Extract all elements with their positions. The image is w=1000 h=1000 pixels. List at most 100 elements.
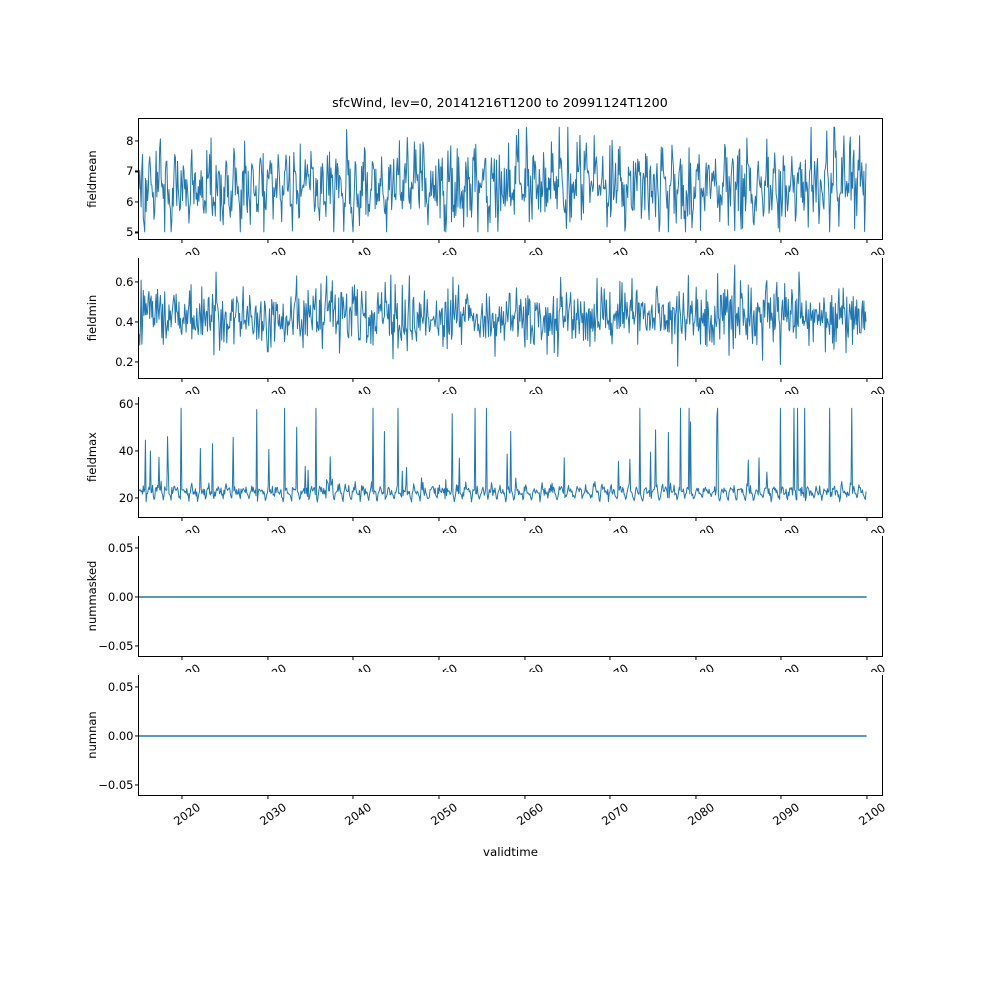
x-tick-mark [181, 517, 183, 521]
x-tick-mark [866, 795, 868, 799]
y-tick-label: 0.4 [115, 315, 134, 329]
subplot-fieldmean: fieldmean5678202020302040205020602070208… [85, 118, 888, 272]
y-tick-label: 6 [126, 194, 134, 209]
x-tick-mark [609, 378, 611, 382]
x-tick-mark [181, 656, 183, 660]
x-tick-mark [352, 378, 354, 382]
x-tick-mark [438, 517, 440, 521]
y-tick-label: 0.05 [107, 541, 134, 556]
series-line-fieldmax [139, 407, 867, 503]
y-axis-label-fieldmax: fieldmax [85, 432, 99, 482]
x-tick-mark [523, 378, 526, 382]
x-tick-mark [267, 378, 269, 382]
subplot-label-clip [0, 255, 1000, 258]
y-tick-label: 20 [118, 490, 134, 505]
x-tick-label: 2070 [599, 800, 632, 829]
series-line-fieldmean [139, 126, 867, 233]
y-tick-mark [135, 403, 139, 405]
x-tick-mark [352, 795, 354, 799]
subplot-fieldmin: fieldmin0.20.40.620202030204020502060207… [85, 257, 888, 411]
x-tick-mark [352, 517, 354, 521]
y-tick-mark [135, 497, 139, 499]
y-tick-mark [135, 170, 139, 172]
y-tick-mark [135, 686, 139, 688]
subplot-label-clip [0, 533, 1000, 536]
plot-surface-fieldmean [139, 119, 882, 239]
y-tick-label: 0.6 [115, 275, 134, 289]
plot-surface-fieldmax [139, 397, 882, 517]
y-axis-label-fieldmean: fieldmean [85, 150, 99, 208]
x-tick-mark [780, 795, 782, 799]
y-tick-mark [135, 784, 139, 786]
y-tick-label: 5 [126, 225, 134, 240]
y-tick-label: 0.00 [107, 729, 134, 743]
plot-surface-numnan [139, 675, 882, 795]
x-tick-mark [267, 517, 269, 521]
x-tick-label: 2030 [256, 800, 289, 829]
y-tick-mark [135, 735, 139, 737]
x-tick-label: 2050 [427, 800, 460, 829]
x-tick-mark [352, 656, 354, 660]
x-tick-mark [695, 517, 697, 521]
x-tick-mark [780, 656, 782, 660]
x-axis-label: validtime [483, 845, 538, 859]
x-tick-mark [695, 378, 697, 382]
x-tick-label: 2100 [855, 800, 888, 829]
y-axis-label-nummasked: nummasked [85, 560, 99, 632]
x-tick-mark [523, 656, 526, 660]
y-tick-mark [135, 361, 139, 363]
y-tick-mark [135, 281, 139, 283]
x-tick-mark [352, 239, 354, 243]
x-tick-mark [523, 239, 526, 243]
y-tick-mark [135, 201, 139, 203]
x-tick-mark [438, 795, 440, 799]
y-tick-label: 0.00 [107, 590, 134, 604]
series-line-fieldmin [139, 264, 867, 367]
y-tick-label: 40 [118, 443, 134, 458]
series-line-nummasked [139, 596, 867, 598]
x-tick-mark [523, 517, 526, 521]
x-tick-mark [267, 239, 269, 243]
x-tick-mark [866, 656, 868, 660]
plot-surface-nummasked [139, 536, 882, 656]
y-tick-mark [135, 450, 139, 452]
x-tick-mark [780, 378, 782, 382]
subplot-nummasked: nummasked−0.050.000.05202020302040205020… [85, 535, 888, 689]
y-tick-label: 0.05 [107, 680, 134, 695]
x-tick-mark [780, 517, 782, 521]
subplot-label-clip [0, 672, 1000, 675]
x-tick-mark [780, 239, 782, 243]
y-tick-label: 8 [126, 133, 134, 148]
y-axis-label-fieldmin: fieldmin [85, 294, 99, 342]
y-tick-label: 0.2 [115, 355, 134, 369]
x-tick-mark [866, 239, 868, 243]
x-tick-mark [523, 795, 526, 799]
x-tick-mark [438, 239, 440, 243]
x-tick-mark [267, 795, 269, 799]
x-tick-label: 2040 [342, 800, 375, 829]
x-tick-label: 2080 [684, 800, 717, 829]
x-tick-mark [866, 378, 868, 382]
x-tick-mark [267, 656, 269, 660]
x-tick-mark [695, 795, 697, 799]
y-axis-label-numnan: numnan [85, 711, 99, 759]
x-tick-mark [695, 239, 697, 243]
subplot-numnan: numnan −0.05 0.00 0.05 2020 2030 2040 2050 2060 2… [85, 674, 888, 828]
y-tick-label: 60 [118, 397, 134, 412]
y-tick-label: 7 [126, 164, 134, 179]
x-tick-label: 2020 [171, 800, 204, 829]
x-tick-mark [438, 656, 440, 660]
y-tick-mark [135, 547, 139, 549]
x-tick-label: 2060 [513, 800, 546, 829]
y-tick-mark [135, 140, 139, 142]
x-tick-mark [181, 795, 183, 799]
figure-title: sfcWind, lev=0, 20141216T1200 to 2099112… [332, 95, 668, 110]
x-tick-mark [609, 239, 611, 243]
y-tick-mark [135, 231, 139, 233]
x-tick-mark [181, 378, 183, 382]
x-tick-mark [695, 656, 697, 660]
y-tick-label: −0.05 [98, 638, 134, 653]
x-tick-mark [866, 517, 868, 521]
y-tick-mark [135, 321, 139, 323]
x-tick-label: 2090 [770, 800, 803, 829]
